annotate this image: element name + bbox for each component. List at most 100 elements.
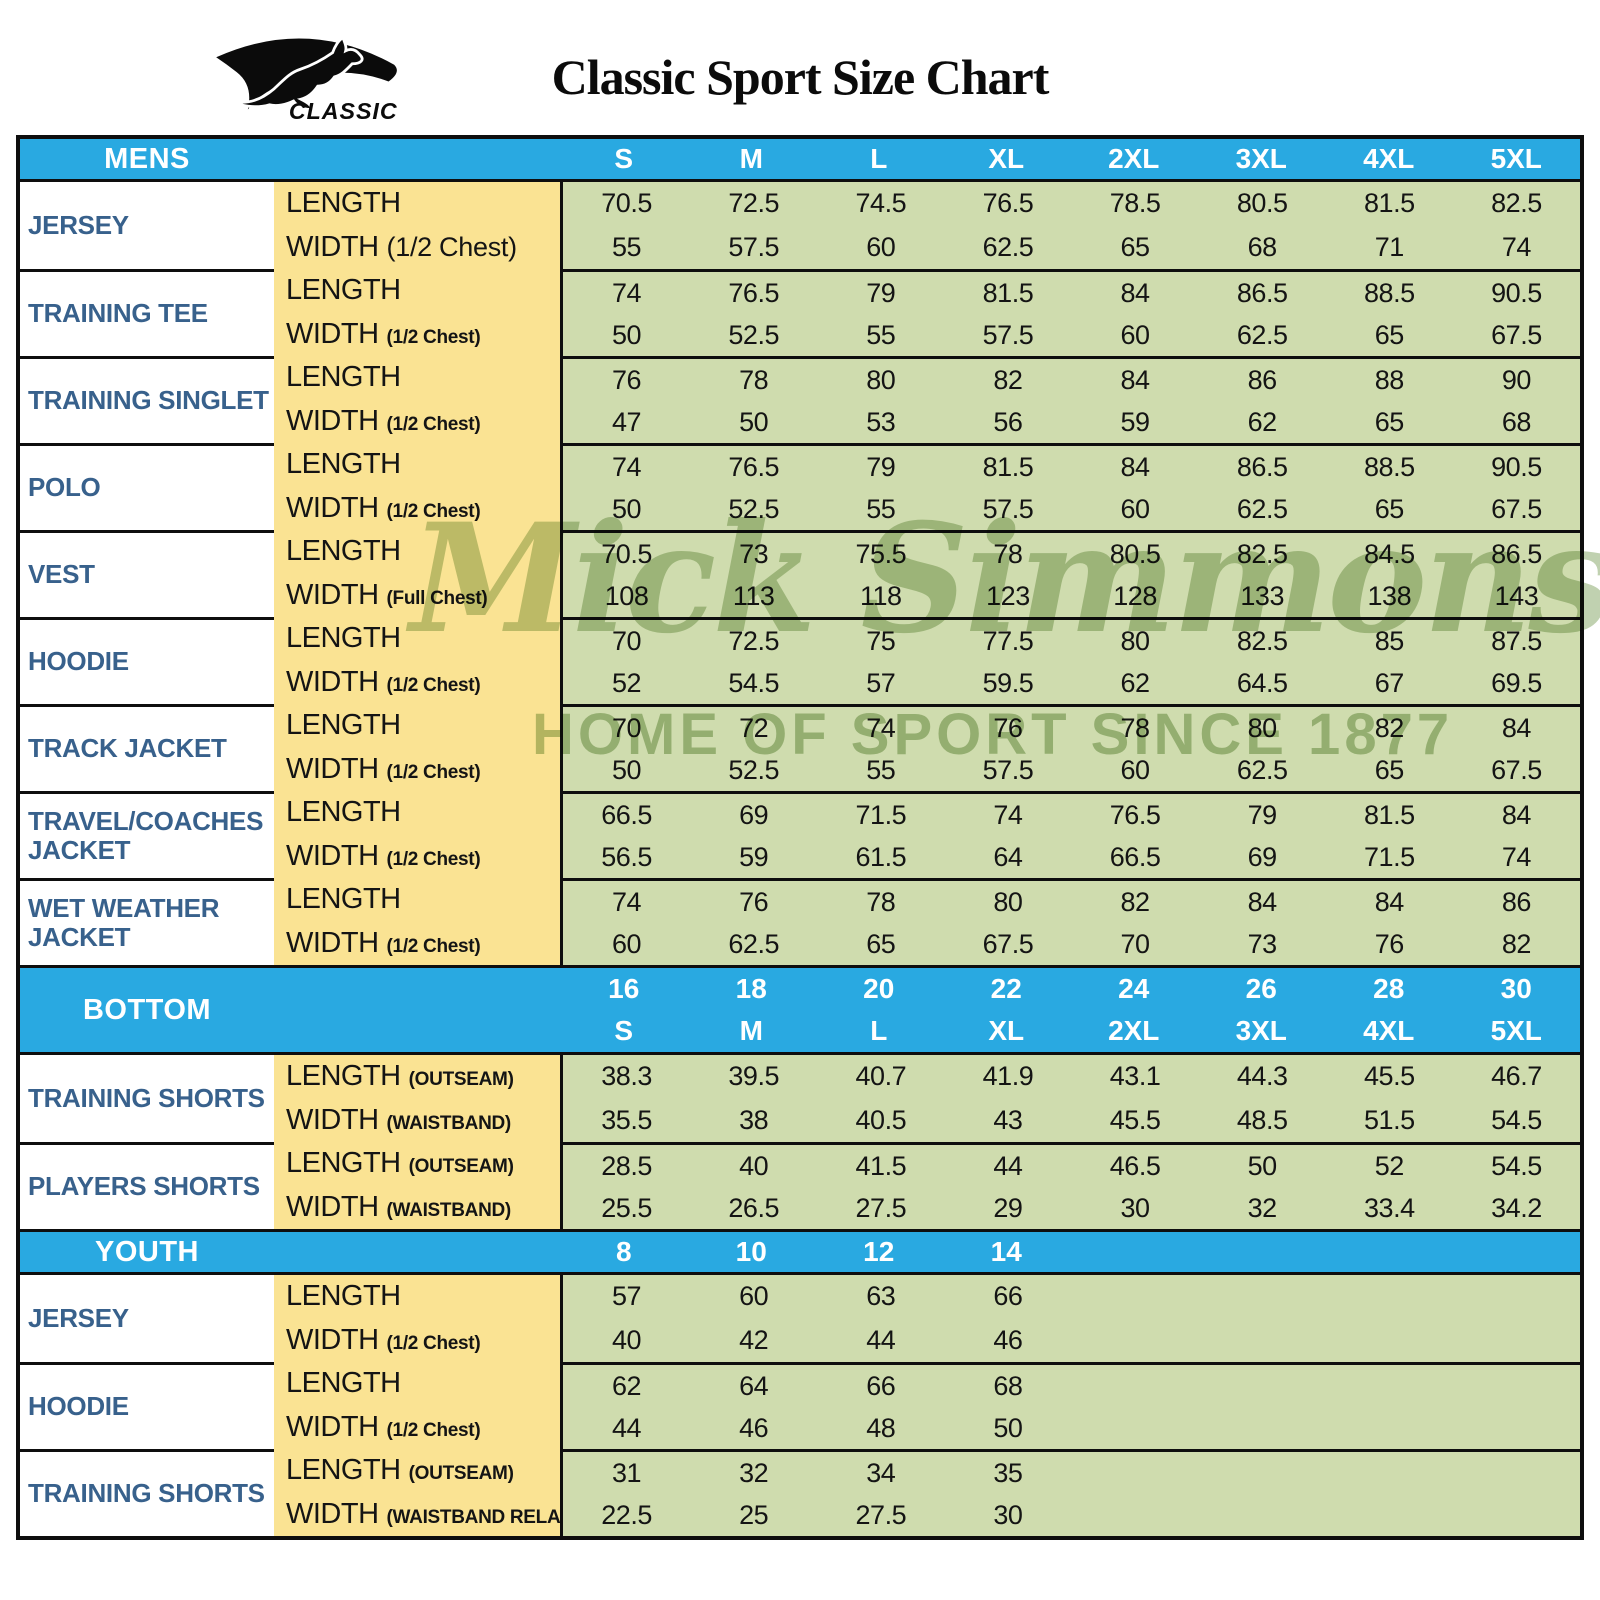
width-values: 50 52.5 55 57.5 60 62.5 65 67.5 (563, 314, 1580, 356)
width-value: 50 (993, 1412, 1023, 1443)
width-note-text: (1/2 Chest) (386, 761, 481, 783)
width-value: 32 (1247, 1192, 1278, 1223)
size-header-cell: 2XL (1108, 143, 1160, 174)
length-value: 39.5 (728, 1061, 779, 1092)
width-label: WIDTH (1/2 Chest) (286, 927, 560, 960)
mens-section-header: MENS S M L XL 2XL 3XL 4XL 5XL (20, 139, 1580, 182)
width-value: 26.5 (728, 1192, 779, 1223)
mens-size-headers: S M L XL 2XL 3XL 4XL 5XL (560, 143, 1580, 175)
width-value: 82 (1501, 928, 1532, 959)
length-value: 84 (1374, 886, 1405, 917)
values: 66.5 69 71.5 74 76.5 79 81.5 84 56.5 59 61.5 64 66.… (560, 791, 1580, 878)
width-value: 35.5 (601, 1104, 652, 1135)
width-value: 54.5 (728, 667, 779, 698)
length-value: 78 (1120, 712, 1151, 743)
width-value: 56 (993, 406, 1023, 437)
length-value: 80 (993, 886, 1023, 917)
product-label: PLAYERS SHORTS (20, 1142, 274, 1229)
width-value: 67.5 (1491, 493, 1542, 524)
size-header-cell: 14 (990, 1236, 1022, 1267)
length-value: 66 (993, 1281, 1023, 1312)
length-value: 64 (739, 1370, 769, 1401)
width-value: 57.5 (982, 319, 1034, 350)
width-value: 64.5 (1236, 667, 1288, 698)
length-value: 69 (739, 799, 769, 830)
product-label: TRAINING SHORTS (20, 1449, 274, 1536)
product-label: TRAINING TEE (20, 269, 274, 356)
width-value: 29 (993, 1192, 1023, 1223)
width-value: 38 (739, 1104, 769, 1135)
length-value: 74 (993, 799, 1023, 830)
product-label-text: TRAINING SHORTS (28, 1478, 265, 1509)
length-value: 76 (739, 886, 769, 917)
length-value: 80 (866, 364, 896, 395)
length-value: 38.3 (601, 1061, 652, 1092)
length-value: 81.5 (1364, 799, 1415, 830)
width-label-text: WIDTH (286, 1190, 379, 1223)
width-label-text: WIDTH (286, 404, 379, 437)
length-label-text: LENGTH (286, 187, 401, 220)
product-label-text: HOODIE (28, 646, 129, 677)
width-value: 48 (866, 1412, 896, 1443)
product-label-text: TRAINING SINGLET (28, 385, 269, 416)
length-value: 84.5 (1364, 538, 1415, 569)
length-value: 68 (993, 1370, 1023, 1401)
values: 70 72.5 75 77.5 80 82.5 85 87.5 52 54.5 57 59.5 62 6… (560, 617, 1580, 704)
length-value: 81.5 (982, 451, 1034, 482)
width-value: 46 (739, 1412, 769, 1443)
length-note-text: (OUTSEAM) (408, 1463, 514, 1485)
width-value: 51.5 (1364, 1104, 1415, 1135)
size-header-cell: M (739, 1015, 763, 1046)
width-label: WIDTH (1/2 Chest) (286, 492, 560, 525)
width-value: 138 (1367, 580, 1412, 611)
length-values: 74 76 78 80 82 84 84 86 (563, 881, 1580, 923)
width-value: 69 (1247, 841, 1278, 872)
length-value: 90 (1501, 364, 1532, 395)
width-note-text: (Full Chest) (386, 587, 488, 609)
length-label-text: LENGTH (286, 709, 401, 742)
measure-labels: LENGTH WIDTH (1/2 Chest) (274, 1275, 560, 1362)
values: 62 64 66 68 44 46 48 50 (560, 1362, 1580, 1449)
length-label: LENGTH (286, 622, 560, 655)
width-value: 47 (612, 406, 642, 437)
length-value: 45.5 (1364, 1061, 1415, 1092)
length-value: 82.5 (1491, 188, 1542, 219)
width-value: 44 (866, 1324, 896, 1355)
width-note-text: (WAISTBAND) (386, 1199, 512, 1221)
length-label-text: LENGTH (286, 1280, 401, 1313)
width-label-text: WIDTH (286, 1410, 379, 1443)
header: CLASSIC Classic Sport Size Chart (0, 0, 1600, 135)
width-value: 62.5 (1236, 319, 1288, 350)
width-value: 68 (1501, 406, 1532, 437)
row-mens-jersey: JERSEY LENGTH WIDTH (1/2 Chest) 70.5 72.5 7… (20, 182, 1580, 269)
size-header-cell: 16 (608, 973, 640, 1004)
youth-section-label: YOUTH (95, 1235, 199, 1268)
length-label-text: LENGTH (286, 361, 401, 394)
length-value: 90.5 (1491, 451, 1542, 482)
length-value: 46.5 (1109, 1150, 1161, 1181)
width-value: 73 (1247, 928, 1278, 959)
width-label: WIDTH (Full Chest) (286, 579, 560, 612)
length-note-text: (OUTSEAM) (408, 1069, 514, 1091)
length-value: 78.5 (1109, 188, 1161, 219)
size-header-cell: 18 (735, 973, 767, 1004)
row-mens-polo: POLO LENGTH WIDTH (1/2 Chest) 74 76.5 79 81.… (20, 443, 1580, 530)
length-value: 84 (1120, 277, 1151, 308)
width-note-text: (1/2 Chest) (386, 935, 481, 957)
length-label-text: LENGTH (286, 796, 401, 829)
measure-labels: LENGTH WIDTH (1/2 Chest) (274, 356, 560, 443)
width-label: WIDTH (1/2 Chest) (286, 666, 560, 699)
width-value: 40 (612, 1324, 642, 1355)
size-header-cell: S (614, 143, 634, 174)
width-value: 62.5 (728, 928, 779, 959)
length-label: LENGTH (286, 274, 560, 307)
width-note-text: (1/2 Chest) (386, 413, 481, 435)
size-header-cell: 4XL (1363, 1015, 1415, 1046)
measure-labels: LENGTH (OUTSEAM) WIDTH (WAISTBAND RELAX) (274, 1449, 579, 1536)
width-note-text: (1/2 Chest) (386, 500, 481, 522)
width-value: 123 (986, 580, 1030, 611)
width-label: WIDTH (1/2 Chest) (286, 753, 560, 786)
length-value: 86.5 (1236, 277, 1288, 308)
length-values: 62 64 66 68 (563, 1365, 1580, 1407)
